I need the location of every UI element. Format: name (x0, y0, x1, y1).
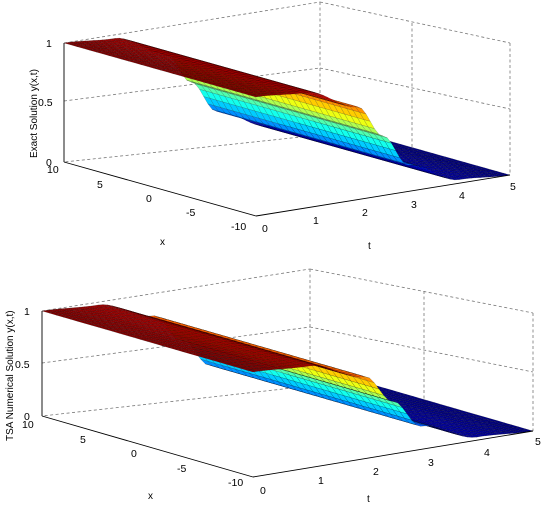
plot-top-ztick-1: 1 (46, 38, 52, 50)
plot-top-ztick-0-5: 0.5 (38, 97, 53, 109)
plot-bottom-ztick-0-5: 0.5 (15, 359, 30, 371)
plot-bottom-axes (41, 311, 534, 478)
plot-top: 1 0.5 0 10 5 0 -5 -10 0 1 2 3 4 5 Exact … (29, 1, 516, 252)
plot-bottom-xtick-10: 10 (22, 419, 34, 431)
plot-bottom-ztick-1: 1 (24, 306, 30, 318)
plot-bottom-xtick-5: 5 (80, 434, 86, 446)
plot-top-xtick-5: 5 (97, 179, 103, 191)
plot-bottom-zlabel: TSA Numerical Solution y(x,t) (5, 310, 16, 441)
plot-bottom-xtick-neg10: -10 (228, 477, 243, 489)
plot-bottom-ttick-4: 4 (484, 447, 490, 459)
plot-top-ttick-2: 2 (362, 207, 368, 219)
plot-bottom-ttick-2: 2 (373, 466, 379, 478)
plot-bottom-tlabel: t (367, 494, 370, 505)
plot-bottom-xtick-0: 0 (131, 448, 137, 460)
plot-top-axes (63, 43, 511, 217)
plot-top-ztick-0: 0 (46, 157, 52, 169)
plot-bottom-xlabel: x (148, 491, 153, 502)
plot-bottom: 1 0.5 0 10 5 0 -5 -10 0 1 2 3 4 5 TSA Nu… (5, 268, 541, 505)
plot-bottom-xtick-neg5: -5 (177, 463, 186, 475)
plot-top-xtick-10: 10 (47, 164, 59, 176)
plot-bottom-box (41, 268, 534, 432)
plot-top-ttick-0: 0 (262, 223, 268, 235)
plot-top-zlabel: Exact Solution y(x,t) (29, 69, 40, 158)
plot-top-xtick-neg5: -5 (186, 207, 195, 219)
plot-top-xtick-neg10: -10 (231, 221, 246, 233)
plot-top-xlabel: x (160, 237, 165, 248)
plot-top-surface (63, 37, 511, 181)
plot-bottom-ttick-1: 1 (318, 475, 324, 487)
plot-bottom-surface (41, 304, 534, 438)
plot-bottom-ttick-5: 5 (535, 436, 541, 448)
plot-top-ttick-5: 5 (510, 181, 516, 193)
plot-top-tlabel: t (368, 241, 371, 252)
plot-top-ttick-1: 1 (313, 215, 319, 227)
plot-top-ttick-3: 3 (411, 199, 417, 211)
plot-bottom-ttick-3: 3 (428, 457, 434, 469)
plot-top-xtick-0: 0 (146, 193, 152, 205)
plot-bottom-ttick-0: 0 (260, 485, 266, 497)
plot-bottom-ztick-0: 0 (24, 411, 30, 423)
plot-top-ttick-4: 4 (459, 190, 465, 202)
